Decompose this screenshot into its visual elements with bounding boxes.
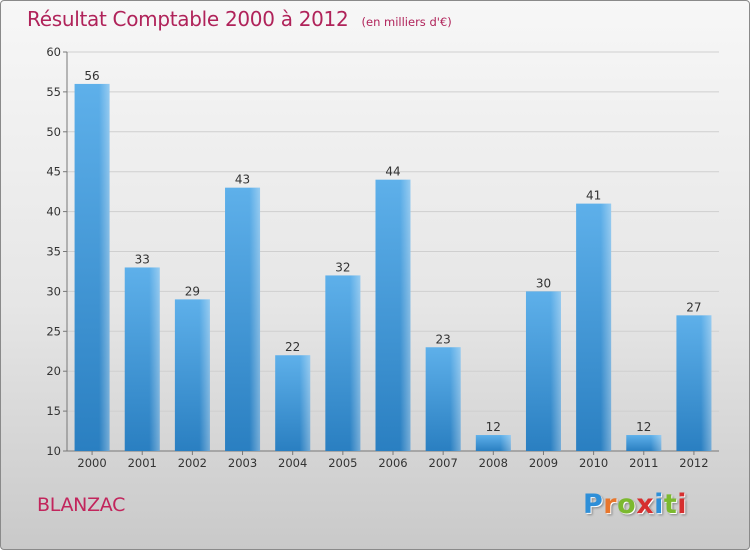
x-tick-label: 2011 <box>629 456 658 470</box>
data-label: 33 <box>135 252 150 266</box>
bar-highlight <box>475 435 511 451</box>
x-tick-label: 2010 <box>579 456 608 470</box>
x-tick-label: 2001 <box>128 456 157 470</box>
logo-letter: x <box>636 489 655 520</box>
data-label: 23 <box>436 332 451 346</box>
chart-unit: (en milliers d'€) <box>361 15 452 29</box>
x-tick-label: 2003 <box>228 456 257 470</box>
bar-highlight <box>275 355 311 451</box>
data-label: 27 <box>686 300 701 314</box>
bar-highlight <box>425 347 461 451</box>
logo-letter: P <box>583 489 604 520</box>
logo-letter: t <box>663 489 678 520</box>
y-tick-label: 35 <box>46 245 61 259</box>
data-label: 12 <box>486 420 501 434</box>
logo-letter: r <box>603 489 618 520</box>
data-label: 41 <box>586 189 601 203</box>
y-tick-label: 60 <box>46 45 61 59</box>
x-tick-label: 2002 <box>178 456 207 470</box>
chart-title-block: Résultat Comptable 2000 à 2012 (en milli… <box>27 7 452 31</box>
x-tick-label: 2008 <box>479 456 508 470</box>
x-tick-label: 2007 <box>429 456 458 470</box>
logo-letter: i <box>654 489 664 520</box>
x-tick-label: 2012 <box>679 456 708 470</box>
commune-name: BLANZAC <box>37 494 126 516</box>
data-label: 32 <box>335 260 350 274</box>
y-tick-label: 15 <box>46 404 61 418</box>
x-tick-label: 2000 <box>77 456 106 470</box>
data-label: 12 <box>636 420 651 434</box>
chart-title: Résultat Comptable 2000 à 2012 <box>27 7 349 31</box>
data-label: 29 <box>185 284 200 298</box>
y-tick-label: 55 <box>46 85 61 99</box>
bar-highlight <box>74 83 110 452</box>
bar-highlight <box>325 275 361 451</box>
bar-highlight <box>174 299 210 451</box>
data-label: 43 <box>235 173 250 187</box>
y-tick-label: 45 <box>46 165 61 179</box>
logo-letter: i <box>677 489 688 520</box>
y-tick-label: 50 <box>46 125 61 139</box>
bar-highlight <box>626 435 662 451</box>
bar-highlight <box>576 203 612 451</box>
x-tick-label: 2009 <box>529 456 558 470</box>
data-label: 22 <box>285 340 300 354</box>
bar-highlight <box>375 179 411 451</box>
bar-highlight <box>525 291 561 451</box>
bar-highlight <box>676 315 712 451</box>
y-tick-label: 20 <box>46 364 61 378</box>
x-tick-label: 2005 <box>328 456 357 470</box>
data-label: 44 <box>385 165 400 179</box>
x-tick-label: 2006 <box>378 456 407 470</box>
data-label: 30 <box>536 276 551 290</box>
bar-highlight <box>124 267 160 451</box>
data-label: 56 <box>84 69 99 83</box>
y-tick-label: 25 <box>46 324 61 338</box>
y-tick-label: 30 <box>46 284 61 298</box>
logo-letter: o <box>617 489 637 520</box>
y-tick-label: 40 <box>46 205 61 219</box>
x-tick-label: 2004 <box>278 456 307 470</box>
bar-highlight <box>225 187 261 451</box>
y-tick-label: 10 <box>46 444 61 458</box>
proxiti-logo[interactable]: Proxiti <box>583 489 687 520</box>
